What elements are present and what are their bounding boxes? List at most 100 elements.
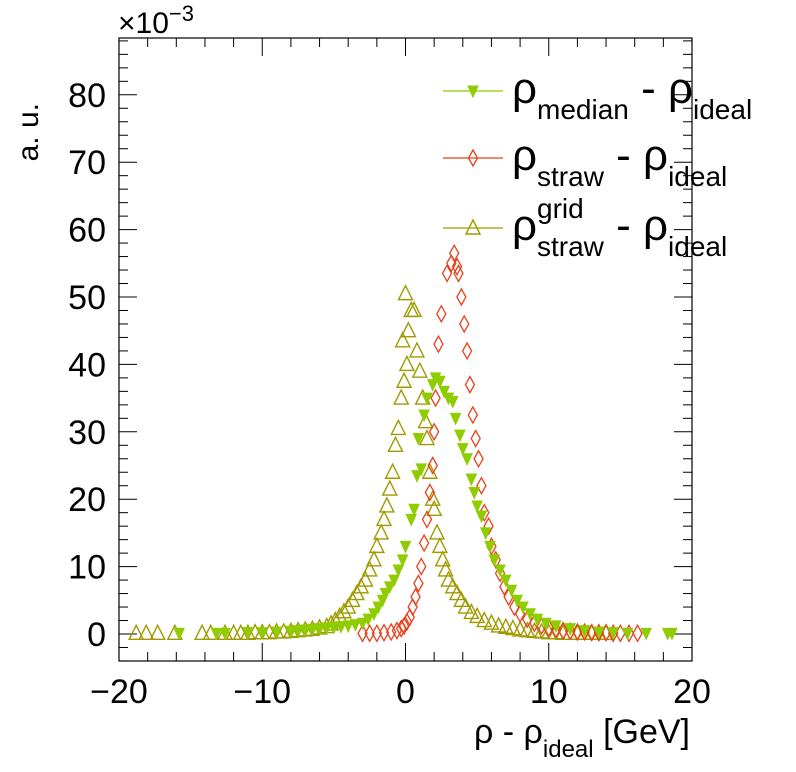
- data-point: [292, 625, 304, 638]
- data-point: [632, 624, 643, 643]
- data-point: [418, 409, 430, 423]
- data-point: [497, 617, 514, 634]
- data-point: [416, 557, 427, 576]
- data-point: [361, 560, 378, 577]
- data-point: [418, 428, 436, 446]
- data-point: [371, 624, 383, 643]
- data-point: [461, 453, 473, 466]
- data-point: [494, 564, 506, 578]
- data-point: [454, 429, 466, 443]
- data-point: [138, 623, 155, 641]
- data-point: [456, 287, 467, 307]
- data-point: [464, 375, 476, 394]
- data-point: [479, 527, 492, 541]
- data-point: [328, 621, 340, 635]
- data-point: [564, 623, 577, 636]
- data-point: [375, 509, 393, 527]
- data-point: [578, 625, 591, 638]
- data-point: [499, 574, 512, 588]
- data-point: [471, 500, 483, 514]
- data-point: [436, 304, 447, 324]
- data-point: [458, 314, 470, 334]
- data-point: [408, 503, 420, 517]
- legend-label: ρgrid straw - ρideal: [512, 193, 727, 262]
- y-tick-label: 20: [68, 481, 106, 519]
- data-point: [405, 513, 418, 527]
- legend-entry: ρmedian - ρideal: [443, 64, 752, 125]
- data-point: [441, 264, 453, 283]
- data-point: [379, 588, 392, 601]
- data-point: [457, 443, 469, 456]
- data-point: [607, 627, 619, 640]
- data-point: [413, 574, 424, 593]
- data-point: [398, 616, 410, 636]
- data-point: [357, 570, 374, 587]
- data-point: [550, 620, 562, 634]
- data-point: [417, 412, 434, 429]
- series-rho-straw-rho-ideal: [357, 243, 643, 643]
- data-point: [505, 584, 518, 598]
- data-point: [550, 619, 562, 639]
- data-point: [408, 341, 426, 358]
- data-point: [410, 587, 421, 607]
- data-point: [356, 617, 369, 631]
- data-point: [479, 503, 490, 523]
- data-point: [666, 627, 678, 641]
- data-point: [430, 388, 441, 408]
- data-point: [368, 536, 385, 554]
- data-point: [299, 624, 312, 638]
- data-point: [470, 429, 481, 448]
- data-point: [398, 354, 416, 372]
- data-point: [378, 623, 390, 642]
- data-point: [383, 581, 396, 595]
- data-point: [365, 550, 383, 567]
- data-point: [499, 577, 510, 597]
- data-point: [385, 622, 397, 642]
- legend-marker: [467, 85, 479, 99]
- data-series: [128, 243, 678, 643]
- data-point: [411, 361, 428, 378]
- data-point: [173, 627, 185, 641]
- data-point: [399, 540, 412, 554]
- data-point: [210, 627, 223, 641]
- data-point: [434, 375, 446, 389]
- data-point: [372, 601, 385, 615]
- x-tick-label: 10: [530, 673, 568, 711]
- data-point: [368, 608, 380, 621]
- data-point: [384, 462, 401, 479]
- data-point: [572, 622, 583, 642]
- data-point: [473, 449, 484, 469]
- data-point: [453, 264, 464, 283]
- data-point: [411, 470, 423, 483]
- data-point: [381, 479, 398, 496]
- y-tick-label: 80: [68, 77, 106, 115]
- series-rho-straw-grid-rho-ideal: [128, 284, 615, 641]
- data-point: [484, 540, 496, 554]
- data-point: [313, 623, 326, 636]
- data-point: [357, 624, 368, 643]
- data-point: [438, 385, 450, 399]
- data-point: [640, 627, 652, 641]
- data-point: [349, 619, 362, 632]
- data-point: [467, 405, 479, 425]
- data-point: [128, 623, 145, 641]
- data-point: [335, 602, 353, 619]
- data-point: [397, 284, 414, 301]
- y-tick-label: 50: [68, 279, 106, 317]
- data-point: [504, 619, 522, 636]
- data-point: [483, 613, 500, 630]
- data-point: [446, 395, 459, 409]
- data-point: [391, 621, 403, 640]
- legend-entry: ρstraw - ρideal: [443, 131, 727, 192]
- data-point: [388, 574, 400, 588]
- data-point: [468, 486, 481, 500]
- data-point: [468, 606, 486, 624]
- legend-label: ρstraw - ρideal: [512, 131, 727, 192]
- data-point: [427, 456, 438, 475]
- data-point: [364, 624, 375, 643]
- data-point: [476, 610, 493, 628]
- data-point: [285, 625, 297, 639]
- data-point: [431, 536, 449, 554]
